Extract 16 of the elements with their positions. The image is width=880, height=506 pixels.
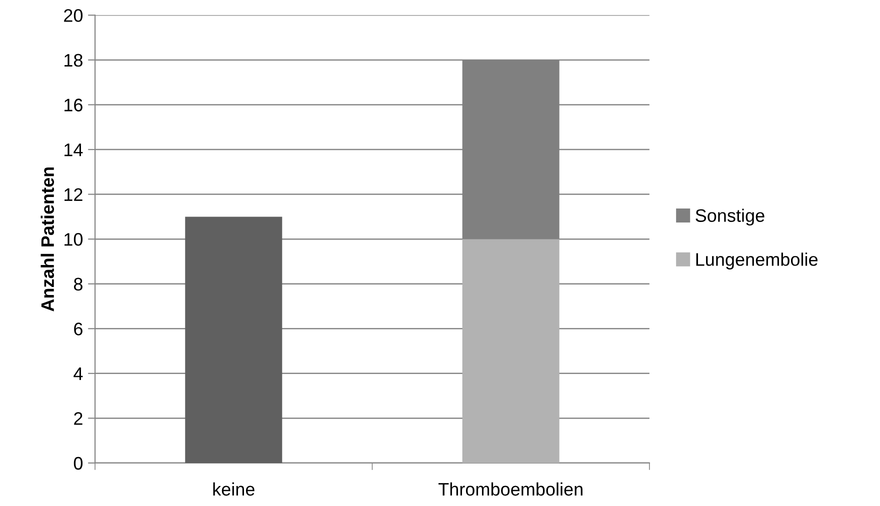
y-tick-label: 4 <box>74 368 83 380</box>
y-tick-label: 6 <box>74 322 82 336</box>
y-tick-label: 8 <box>74 278 82 291</box>
x-tick-label: Thromboembolien <box>438 482 582 496</box>
y-tick-label: 12 <box>64 188 82 201</box>
y-tick-label: 20 <box>64 9 83 22</box>
y-tick-label: 18 <box>64 54 82 67</box>
y-tick-label: 0 <box>74 456 83 470</box>
legend-label: Sonstige <box>696 208 764 226</box>
legend-label: Lungenembolie <box>696 252 818 270</box>
x-tick-label: keine <box>213 482 254 496</box>
y-tick-label: 10 <box>64 233 83 246</box>
y-tick-label: 2 <box>74 412 82 425</box>
y-axis-title: Anzahl Patienten <box>40 167 54 312</box>
y-tick-label: 16 <box>64 98 82 112</box>
y-tick-label: 14 <box>64 144 83 156</box>
